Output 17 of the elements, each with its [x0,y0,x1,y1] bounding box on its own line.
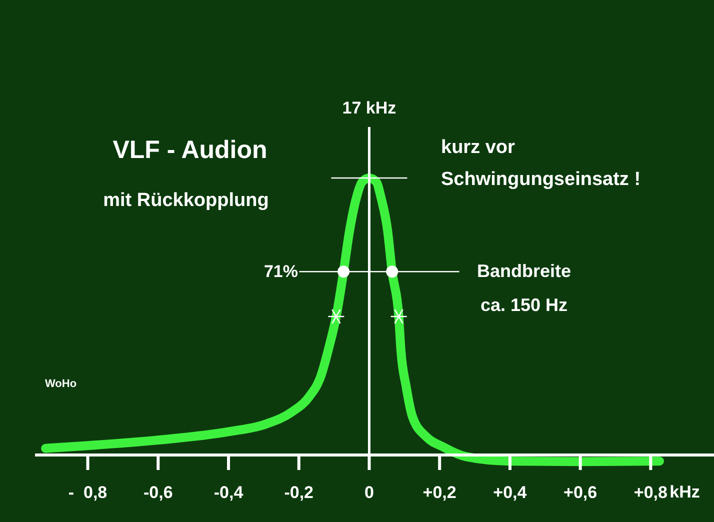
x-tick-label: +0,6 [564,483,598,502]
x-tick-label: -0,4 [214,483,244,502]
x-tick-label: -0,2 [284,483,314,502]
x-axis-title: kHz [670,482,700,502]
ref-line-label: 17 kHz [342,98,396,118]
x-tick-label: 0 [364,483,374,502]
annotation: Bandbreite ca. 150 Hz [476,261,572,315]
x-tick-label: +0,8 [634,483,668,502]
chart-title: VLF - Audion [112,136,268,164]
x-tick-label: +0,2 [422,483,456,502]
annotation: kurz vor Schwingungseinsatz ! [441,136,641,190]
x-tick-label: -0,6 [143,483,173,502]
x-tick-label: - 0,8 [68,483,108,502]
text: mit Rückkopplung [103,190,269,210]
x-tick-label: +0,4 [493,483,528,502]
annotation: 71% [264,262,298,280]
annotation: WoHo [45,378,77,390]
